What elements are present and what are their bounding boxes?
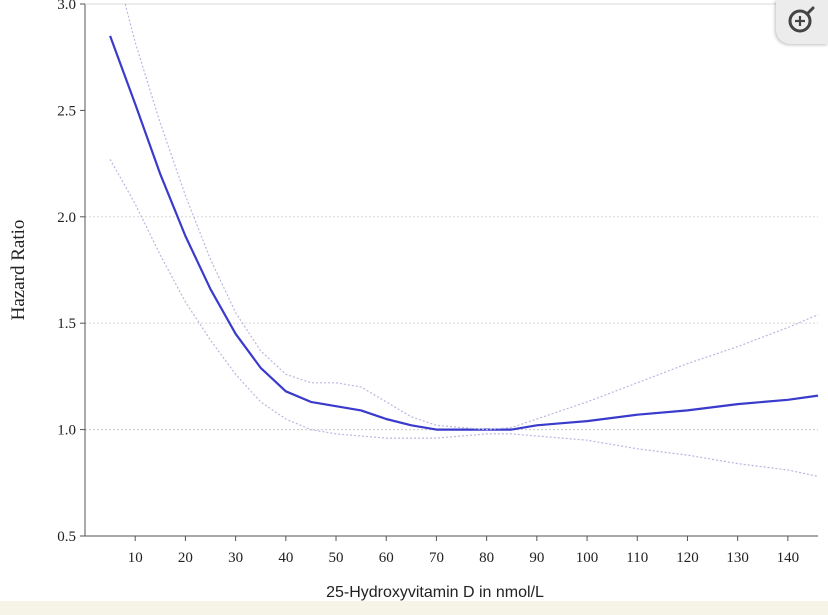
x-tick-label-3: 40 <box>278 550 293 566</box>
series-upper-ci <box>124 3 819 431</box>
series-lines <box>109 3 819 477</box>
x-tick-label-13: 140 <box>777 550 800 566</box>
bottom-strip <box>0 601 828 615</box>
y-axis-title: Hazard Ratio <box>8 220 29 321</box>
axes <box>84 3 818 537</box>
x-tick-label-8: 90 <box>529 550 544 566</box>
y-tick-label-1: 1.0 <box>57 423 76 439</box>
series-estimate <box>109 35 819 431</box>
zoom-in-icon <box>788 6 815 33</box>
x-tick-label-5: 60 <box>379 550 394 566</box>
x-tick-label-7: 80 <box>479 550 494 566</box>
x-tick-labels: 10 20 30 40 50 60 70 80 90 100 110 120 130 140 <box>128 536 799 566</box>
x-axis-title: 25-Hydroxyvitamin D in nmol/L <box>326 584 544 601</box>
y-tick-label-4: 2.5 <box>57 103 76 119</box>
y-tick-labels: 0.5 1.0 1.5 2.0 2.5 3.0 <box>57 0 85 545</box>
reference-lines <box>85 216 818 431</box>
x-tick-label-10: 110 <box>626 550 648 566</box>
x-tick-label-11: 120 <box>676 550 699 566</box>
zoom-button[interactable] <box>776 0 828 44</box>
x-tick-label-6: 70 <box>429 550 444 566</box>
y-tick-label-2: 1.5 <box>57 316 76 332</box>
y-tick-label-0: 0.5 <box>57 529 76 545</box>
x-tick-label-0: 10 <box>128 550 143 566</box>
x-tick-label-9: 100 <box>576 550 599 566</box>
x-tick-label-1: 20 <box>178 550 193 566</box>
series-lower-ci <box>109 159 819 477</box>
y-tick-label-3: 2.0 <box>57 210 76 226</box>
x-tick-label-4: 50 <box>329 550 344 566</box>
x-tick-label-12: 130 <box>726 550 749 566</box>
y-tick-label-5: 3.0 <box>57 0 76 13</box>
x-tick-label-2: 30 <box>228 550 243 566</box>
